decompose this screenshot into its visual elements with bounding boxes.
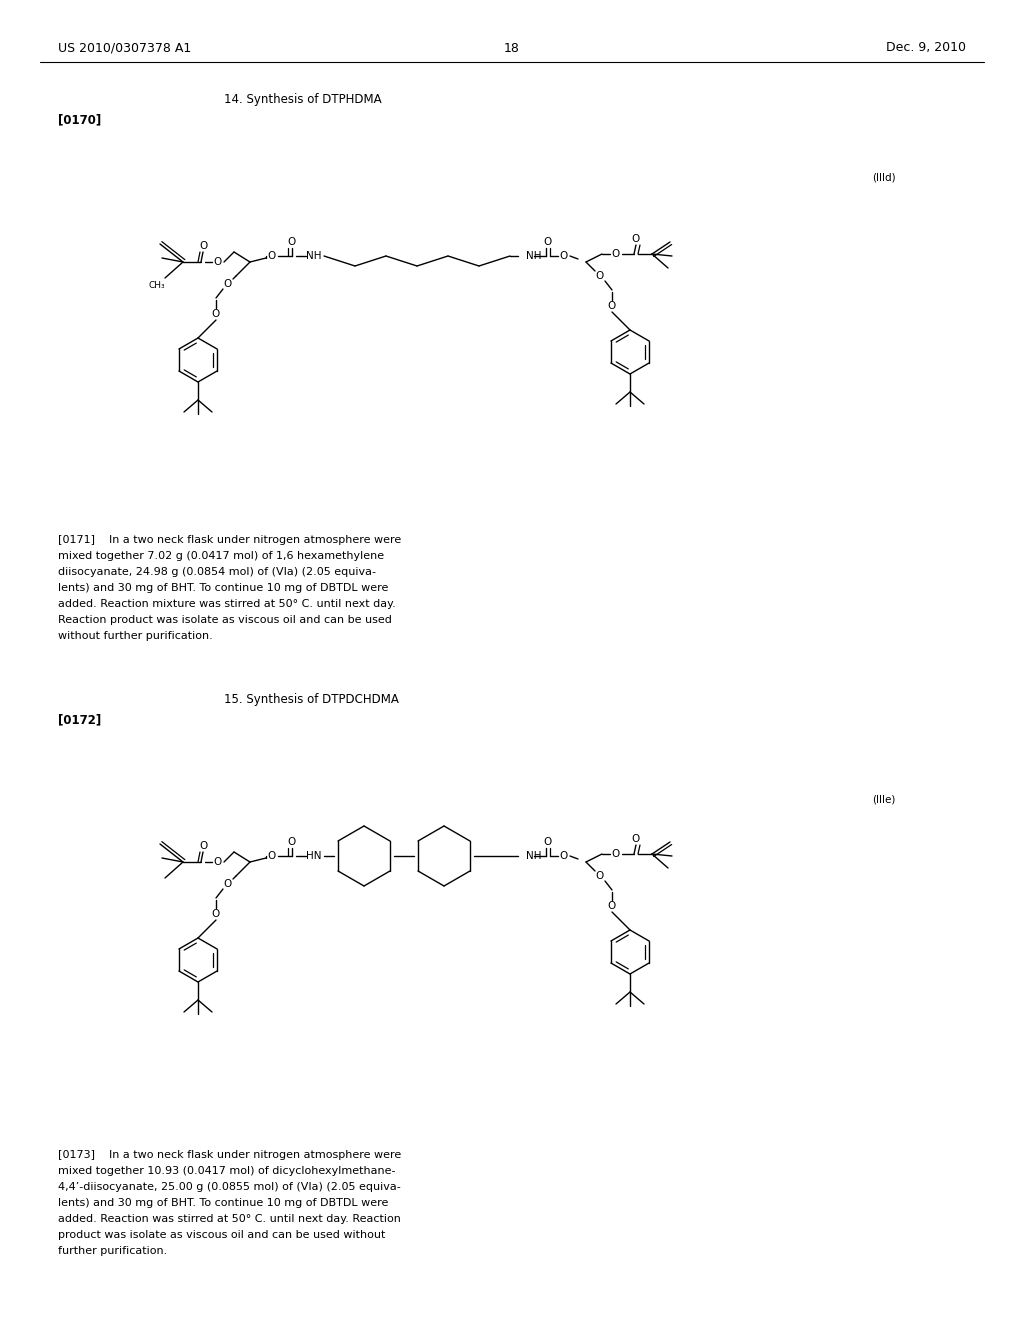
Text: (IIId): (IIId) bbox=[872, 173, 896, 183]
Text: O: O bbox=[612, 249, 621, 259]
Text: [0171]    In a two neck flask under nitrogen atmosphere were: [0171] In a two neck flask under nitroge… bbox=[58, 535, 401, 545]
Text: further purification.: further purification. bbox=[58, 1246, 167, 1257]
Text: NH: NH bbox=[526, 251, 542, 261]
Text: O: O bbox=[268, 851, 276, 861]
Text: O: O bbox=[596, 871, 604, 880]
Text: O: O bbox=[608, 902, 616, 911]
Text: O: O bbox=[199, 242, 207, 251]
Text: HN: HN bbox=[306, 851, 322, 861]
Text: O: O bbox=[214, 257, 222, 267]
Text: 14. Synthesis of DTPHDMA: 14. Synthesis of DTPHDMA bbox=[224, 94, 382, 107]
Text: Reaction product was isolate as viscous oil and can be used: Reaction product was isolate as viscous … bbox=[58, 615, 392, 624]
Text: O: O bbox=[288, 837, 296, 847]
Text: O: O bbox=[199, 841, 207, 851]
Text: NH: NH bbox=[306, 251, 322, 261]
Text: 4,4’-diisocyanate, 25.00 g (0.0855 mol) of (VIa) (2.05 equiva-: 4,4’-diisocyanate, 25.00 g (0.0855 mol) … bbox=[58, 1181, 400, 1192]
Text: CH₃: CH₃ bbox=[148, 281, 165, 289]
Text: O: O bbox=[560, 251, 568, 261]
Text: O: O bbox=[288, 238, 296, 247]
Text: without further purification.: without further purification. bbox=[58, 631, 213, 642]
Text: O: O bbox=[268, 251, 276, 261]
Text: O: O bbox=[224, 279, 232, 289]
Text: O: O bbox=[596, 271, 604, 281]
Text: added. Reaction mixture was stirred at 50° C. until next day.: added. Reaction mixture was stirred at 5… bbox=[58, 599, 395, 609]
Text: 15. Synthesis of DTPDCHDMA: 15. Synthesis of DTPDCHDMA bbox=[224, 693, 399, 706]
Text: O: O bbox=[612, 849, 621, 859]
Text: O: O bbox=[212, 309, 220, 319]
Text: O: O bbox=[224, 879, 232, 888]
Text: added. Reaction was stirred at 50° C. until next day. Reaction: added. Reaction was stirred at 50° C. un… bbox=[58, 1214, 400, 1224]
Text: product was isolate as viscous oil and can be used without: product was isolate as viscous oil and c… bbox=[58, 1230, 385, 1239]
Text: [0173]    In a two neck flask under nitrogen atmosphere were: [0173] In a two neck flask under nitroge… bbox=[58, 1150, 401, 1160]
Text: O: O bbox=[543, 837, 551, 847]
Text: mixed together 7.02 g (0.0417 mol) of 1,6 hexamethylene: mixed together 7.02 g (0.0417 mol) of 1,… bbox=[58, 550, 384, 561]
Text: O: O bbox=[543, 238, 551, 247]
Text: lents) and 30 mg of BHT. To continue 10 mg of DBTDL were: lents) and 30 mg of BHT. To continue 10 … bbox=[58, 1199, 388, 1208]
Text: [0172]: [0172] bbox=[58, 714, 101, 726]
Text: [0170]: [0170] bbox=[58, 114, 101, 127]
Text: O: O bbox=[632, 834, 640, 843]
Text: O: O bbox=[212, 909, 220, 919]
Text: (IIIe): (IIIe) bbox=[872, 795, 895, 805]
Text: NH: NH bbox=[526, 851, 542, 861]
Text: O: O bbox=[560, 851, 568, 861]
Text: 18: 18 bbox=[504, 41, 520, 54]
Text: O: O bbox=[608, 301, 616, 312]
Text: Dec. 9, 2010: Dec. 9, 2010 bbox=[886, 41, 966, 54]
Text: lents) and 30 mg of BHT. To continue 10 mg of DBTDL were: lents) and 30 mg of BHT. To continue 10 … bbox=[58, 583, 388, 593]
Text: US 2010/0307378 A1: US 2010/0307378 A1 bbox=[58, 41, 191, 54]
Text: mixed together 10.93 (0.0417 mol) of dicyclohexylmethane-: mixed together 10.93 (0.0417 mol) of dic… bbox=[58, 1166, 395, 1176]
Text: O: O bbox=[214, 857, 222, 867]
Text: O: O bbox=[632, 234, 640, 244]
Text: diisocyanate, 24.98 g (0.0854 mol) of (VIa) (2.05 equiva-: diisocyanate, 24.98 g (0.0854 mol) of (V… bbox=[58, 568, 376, 577]
